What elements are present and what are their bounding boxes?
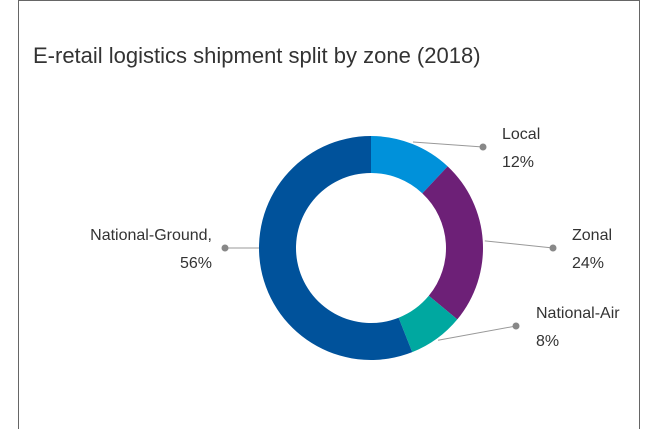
chart-frame — [18, 0, 640, 429]
donut-slice — [371, 136, 448, 194]
slice-label: Zonal — [572, 227, 612, 244]
slice-label: National-Air — [536, 305, 620, 322]
leader-line — [484, 240, 554, 249]
slice-label: National-Ground, — [90, 227, 212, 244]
leader-dot — [221, 244, 229, 252]
slice-label: Local — [502, 126, 540, 143]
leader-dot — [479, 143, 487, 151]
slice-value-label: 56% — [180, 255, 212, 272]
donut-slice — [422, 166, 484, 320]
leader-dot — [512, 322, 520, 330]
slice-value-label: 24% — [572, 255, 604, 272]
chart-title: E-retail logistics shipment split by zon… — [33, 43, 481, 68]
slice-value-label: 12% — [502, 154, 534, 171]
leader-line — [412, 141, 484, 148]
leader-line — [437, 325, 517, 341]
slice-value-label: 8% — [536, 333, 559, 350]
donut-slice — [259, 136, 413, 360]
leader-dot — [549, 244, 557, 252]
donut-slice — [398, 295, 458, 353]
